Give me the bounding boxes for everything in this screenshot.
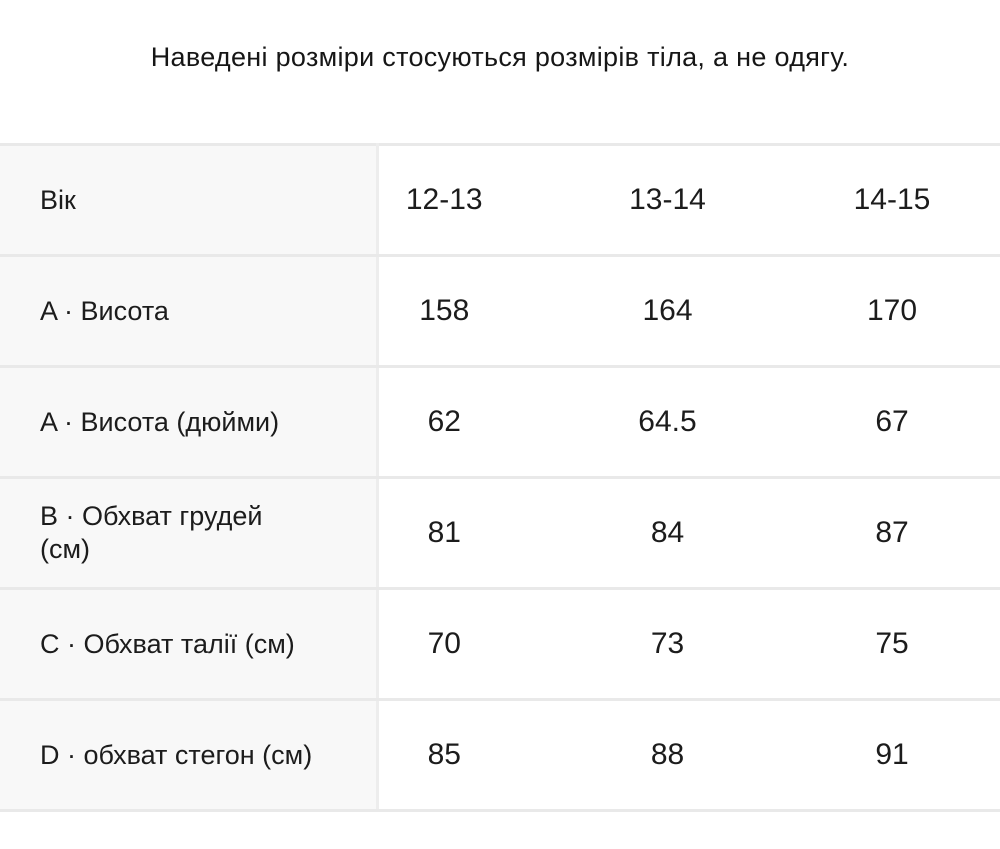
age-range-cell: 12-13 [377, 143, 601, 257]
measurement-label: A · Висота [0, 254, 379, 368]
table-row-height-cm: A · Висота 158 164 170 [0, 254, 1000, 368]
size-note: Наведені розміри стосуються розмірів тіл… [150, 42, 850, 72]
measurement-label: B · Обхват грудей (см) [0, 476, 379, 590]
measurement-label: C · Обхват талії (см) [0, 587, 379, 701]
size-value: 64.5 [601, 365, 825, 479]
age-header-label: Вік [0, 143, 379, 257]
measurement-label: A · Висота (дюйми) [0, 365, 379, 479]
size-value: 84 [601, 476, 825, 590]
size-value: 88 [601, 698, 825, 812]
size-value: 67 [825, 365, 1000, 479]
size-value: 75 [825, 587, 1000, 701]
header-row: Вік 12-13 13-14 14-15 [0, 143, 1000, 257]
table-row-height-inches: A · Висота (дюйми) 62 64.5 67 [0, 365, 1000, 479]
size-table: Вік 12-13 13-14 14-15 A · Висота 158 164… [0, 143, 1000, 812]
size-value: 70 [377, 587, 601, 701]
size-table-container: Вік 12-13 13-14 14-15 A · Висота 158 164… [0, 143, 1000, 812]
age-range-cell: 14-15 [825, 143, 1000, 257]
table-row-hips: D · обхват стегон (см) 85 88 91 [0, 698, 1000, 812]
measurement-label: D · обхват стегон (см) [0, 698, 379, 812]
size-value: 91 [825, 698, 1000, 812]
size-value: 164 [601, 254, 825, 368]
size-value: 87 [825, 476, 1000, 590]
size-value: 170 [825, 254, 1000, 368]
size-value: 62 [377, 365, 601, 479]
size-value: 85 [377, 698, 601, 812]
table-row-chest: B · Обхват грудей (см) 81 84 87 [0, 476, 1000, 590]
table-row-waist: C · Обхват талії (см) 70 73 75 [0, 587, 1000, 701]
size-value: 81 [377, 476, 601, 590]
size-value: 73 [601, 587, 825, 701]
age-range-cell: 13-14 [601, 143, 825, 257]
size-value: 158 [377, 254, 601, 368]
